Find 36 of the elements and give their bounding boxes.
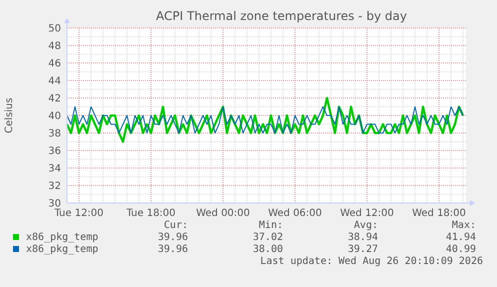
text: 38.00 <box>252 244 283 255</box>
text: Last update: Wed Aug 26 20:10:09 2026 <box>260 256 483 267</box>
text: 37.02 <box>252 232 283 243</box>
text: Avg: <box>354 220 378 231</box>
y-tick-label: 34 <box>48 164 61 174</box>
legend-label: x86_pkg_temp <box>26 244 98 255</box>
y-tick-label: 30 <box>48 198 61 210</box>
x-tick-label: Wed 18:00 <box>412 208 466 219</box>
chart-title: ACPI Thermal zone temperatures - by day <box>156 9 407 23</box>
line-series <box>66 106 464 134</box>
x-tick-label: Wed 06:00 <box>268 208 322 219</box>
legend-label: x86_pkg_temp <box>26 232 98 243</box>
y-tick-label: 40 <box>48 111 61 122</box>
x-tick-label: Wed 12:00 <box>340 208 394 219</box>
y-tick-label: 42 <box>48 94 61 104</box>
text: 40.99 <box>446 244 476 255</box>
y-tick-label: 46 <box>48 58 61 70</box>
y-tick-label: 36 <box>48 146 61 157</box>
y-tick-label: 32 <box>48 181 61 192</box>
text: 41.94 <box>446 232 476 243</box>
y-tick-label: 38 <box>48 128 61 140</box>
x-tick-label: Wed 00:00 <box>196 208 250 219</box>
text: Min: <box>258 220 283 231</box>
y-axis-title: Celsius <box>4 98 15 134</box>
text: Cur: <box>164 220 188 231</box>
y-tick-label: 44 <box>48 76 61 87</box>
text: 39.96 <box>158 244 188 255</box>
x-tick-label: Tue 12:00 <box>53 208 104 219</box>
y-tick-label: 50 <box>48 24 61 34</box>
x-tick-label: Tue 18:00 <box>125 208 176 219</box>
text: 38.94 <box>348 232 378 243</box>
line-series <box>66 96 464 143</box>
text: 39.27 <box>348 244 378 255</box>
y-tick-label: 48 <box>48 41 61 52</box>
text: 39.96 <box>158 232 188 243</box>
text: Max: <box>452 220 476 231</box>
